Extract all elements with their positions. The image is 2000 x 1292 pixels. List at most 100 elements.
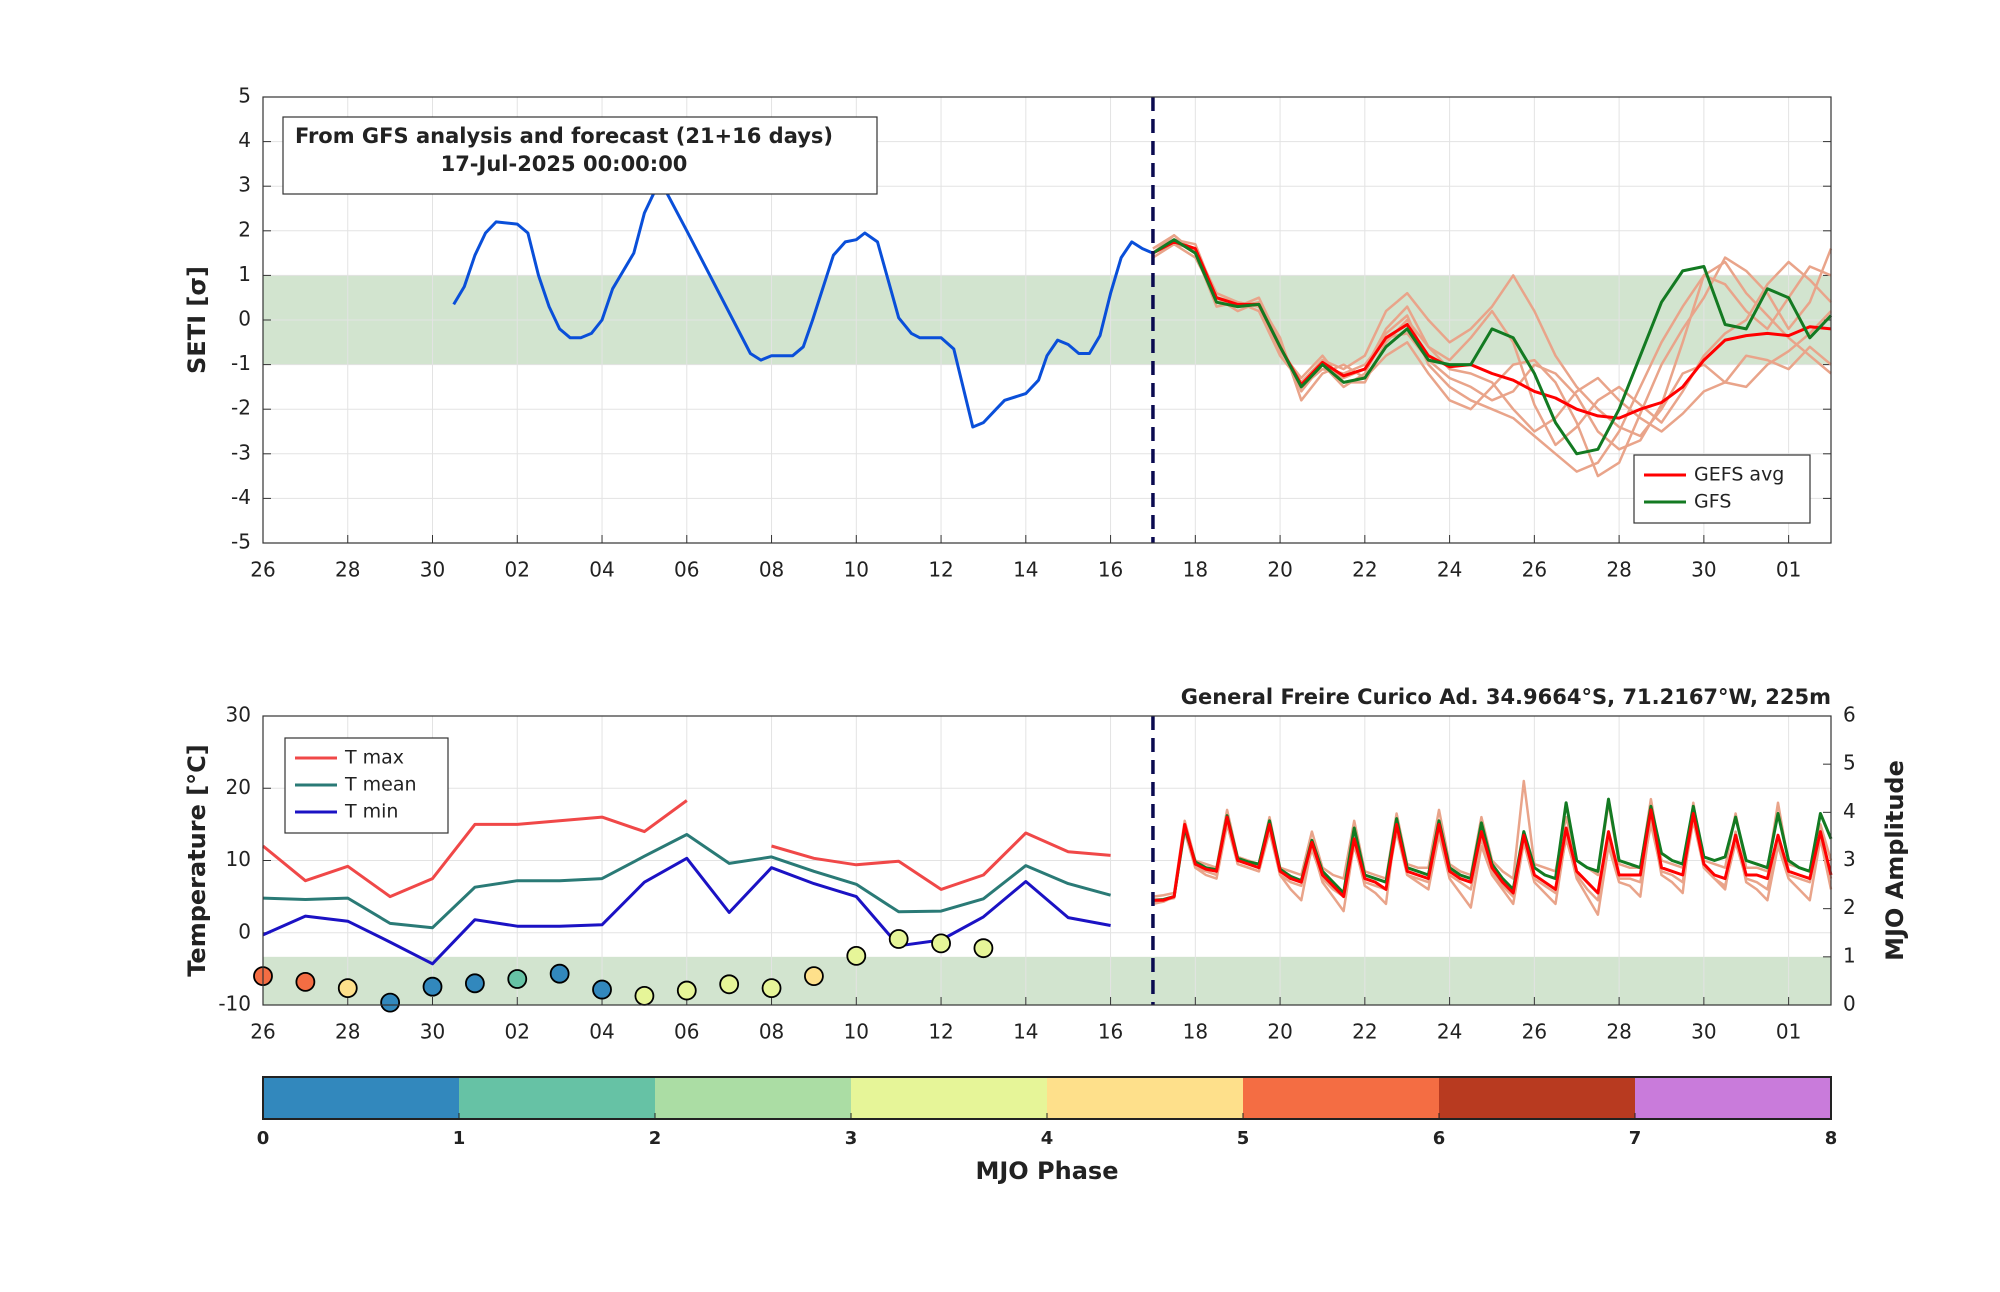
x-tick-label: 24 (1437, 558, 1462, 582)
x-tick-label: 01 (1776, 1020, 1801, 1044)
x-tick-label: 30 (420, 1020, 445, 1044)
annotation: From GFS analysis and forecast (21+16 da… (295, 124, 833, 148)
colorbar-segment (1635, 1077, 1831, 1119)
x-tick-label: 10 (844, 558, 869, 582)
colorbar-segment (851, 1077, 1047, 1119)
x-tick-label: 10 (844, 1020, 869, 1044)
legend-label: T min (344, 801, 398, 823)
y2-tick-label: 3 (1843, 847, 1856, 871)
mjo-point (846, 945, 867, 966)
y2-tick-label: 2 (1843, 895, 1856, 919)
x-tick-label: 20 (1267, 1020, 1292, 1044)
series-line (262, 799, 1111, 899)
y-tick-label: 20 (226, 775, 251, 799)
y-tick-label: 0 (238, 307, 251, 331)
ensemble-line (1152, 242, 1832, 438)
x-tick-label: 18 (1183, 558, 1208, 582)
y-tick-label: 5 (238, 84, 251, 108)
forecast-line (1152, 808, 1833, 902)
x-tick-label: 26 (250, 558, 275, 582)
y-tick-label: -5 (231, 530, 251, 554)
y-tick-label: -4 (231, 485, 251, 509)
x-tick-label: 18 (1183, 1020, 1208, 1044)
y-tick-label: 3 (238, 173, 251, 197)
plot-frame (262, 96, 1832, 544)
x-tick-label: 28 (335, 1020, 360, 1044)
colorbar-tick-label: 4 (1041, 1128, 1054, 1149)
y-tick-label: -3 (231, 440, 251, 464)
mjo-point (634, 985, 655, 1006)
colorbar-tick-label: 8 (1825, 1128, 1838, 1149)
legend-label: GFS (1694, 491, 1731, 513)
colorbar-tick-label: 0 (257, 1128, 270, 1149)
x-tick-label: 12 (928, 558, 953, 582)
x-tick-label: 16 (1098, 558, 1123, 582)
y2-tick-label: 4 (1843, 799, 1856, 823)
mjo-point (507, 969, 528, 989)
x-tick-label: 28 (1606, 558, 1631, 582)
x-tick-label: 02 (505, 1020, 530, 1044)
x-tick-label: 02 (505, 558, 530, 582)
y-tick-label: 10 (226, 847, 251, 871)
x-tick-label: 04 (589, 558, 614, 582)
legend-box (1633, 454, 1811, 524)
x-tick-label: 06 (674, 1020, 699, 1044)
x-tick-label: 08 (759, 1020, 784, 1044)
mjo-point (295, 971, 316, 992)
y-tick-label: 4 (238, 128, 251, 152)
colorbar-tick-label: 6 (1433, 1128, 1446, 1149)
x-tick-label: 26 (250, 1020, 275, 1044)
series-line (262, 833, 1111, 930)
legend-label: T mean (344, 774, 417, 796)
x-tick-label: 06 (674, 558, 699, 582)
plot-frame (262, 715, 1832, 1006)
mjo-point (719, 974, 740, 995)
mjo-point (676, 980, 697, 1001)
mjo-point (761, 978, 782, 999)
ensemble-line (1152, 238, 1833, 478)
mjo-point (464, 973, 485, 994)
y-tick-label: 30 (226, 703, 251, 727)
band (263, 956, 1831, 1005)
x-tick-label: 30 (420, 558, 445, 582)
legend-label: GEFS avg (1694, 464, 1784, 486)
x-tick-label: 22 (1352, 1020, 1377, 1044)
colorbar-tick-label: 1 (453, 1128, 466, 1149)
x-tick-label: 08 (759, 558, 784, 582)
series-line (1152, 238, 1833, 456)
colorbar-tick-label: 7 (1629, 1128, 1642, 1149)
series-line (262, 856, 1111, 966)
x-tick-label: 28 (335, 558, 360, 582)
x-tick-label: 14 (1013, 558, 1038, 582)
x-tick-label: 24 (1437, 1020, 1462, 1044)
colorbar-segment (459, 1077, 655, 1119)
x-tick-label: 14 (1013, 1020, 1038, 1044)
y2-tick-label: 1 (1843, 943, 1856, 967)
x-tick-label: 04 (589, 1020, 614, 1044)
x-tick-label: 28 (1606, 1020, 1631, 1044)
x-tick-label: 20 (1267, 558, 1292, 582)
x-tick-label: 30 (1691, 558, 1716, 582)
colorbar-segment (1243, 1077, 1439, 1119)
colorbar-segment (1047, 1077, 1243, 1119)
chart-title: General Freire Curico Ad. 34.9664°S, 71.… (1181, 685, 1831, 709)
y2-tick-label: 0 (1843, 992, 1856, 1016)
x-tick-label: 12 (928, 1020, 953, 1044)
colorbar-tick-label: 3 (845, 1128, 858, 1149)
mjo-point (973, 938, 994, 959)
y-axis-label: SETI [σ] (183, 266, 211, 374)
y-tick-label: -2 (231, 396, 251, 420)
mjo-point (337, 978, 358, 999)
legend-label: T max (344, 747, 404, 769)
y-axis-label: Temperature [°C] (183, 744, 211, 977)
colorbar-segment (1439, 1077, 1635, 1119)
mjo-point (888, 929, 909, 949)
y2-tick-label: 6 (1843, 703, 1856, 727)
annotation-box (282, 116, 878, 195)
colorbar-tick-label: 5 (1237, 1128, 1250, 1149)
mjo-point (422, 976, 443, 997)
x-tick-label: 26 (1522, 558, 1547, 582)
x-tick-label: 22 (1352, 558, 1377, 582)
colorbar-segment (263, 1077, 459, 1119)
